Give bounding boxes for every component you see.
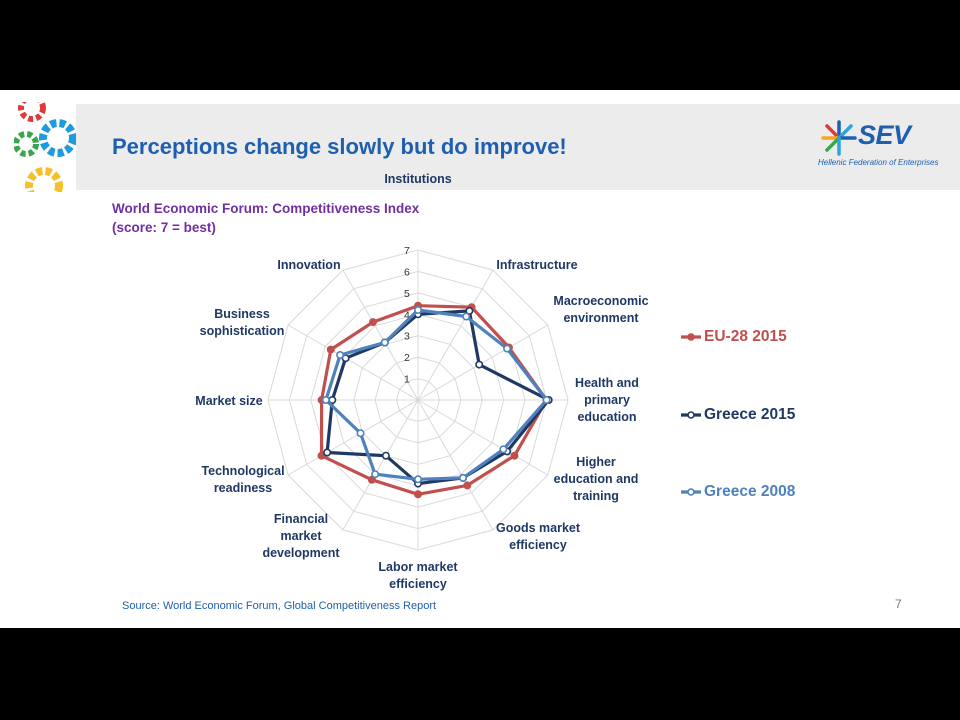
chart-title-line2: (score: 7 = best)	[112, 220, 216, 235]
radar-chart: 1 2 3 4 5 6 7 Institutions Infrastructure Macroec…	[195, 172, 648, 591]
data-point-eu-28-2015	[463, 481, 472, 490]
tick-label: 2	[404, 352, 410, 364]
category-label: education	[577, 410, 636, 424]
data-point-eu-28-2015	[368, 318, 377, 327]
grid-spoke	[417, 399, 494, 531]
category-label: primary	[584, 393, 630, 407]
data-point-eu-28-2015	[317, 451, 326, 460]
category-label: education and	[554, 472, 639, 486]
legend-label: Greece 2015	[704, 406, 796, 423]
tick-label: 4	[404, 309, 410, 321]
data-point-greece-2008	[371, 470, 380, 479]
data-point-greece-2008	[336, 350, 345, 359]
category-label: efficiency	[389, 577, 447, 591]
grid-spoke	[417, 269, 494, 401]
data-point-greece-2008	[380, 338, 389, 347]
category-label: Institutions	[384, 172, 451, 186]
page-number: 7	[895, 597, 902, 611]
chart-title: World Economic Forum: Competitiveness In…	[112, 199, 419, 237]
category-label: readiness	[214, 481, 272, 495]
tick-label: 7	[404, 245, 410, 257]
data-point-greece-2008	[356, 429, 365, 438]
category-label: development	[262, 546, 340, 560]
category-label: Macroeconomic	[553, 294, 648, 308]
legend-item: EU-28 2015	[680, 328, 787, 346]
tick-label: 3	[404, 331, 410, 343]
sev-logo: SEV Hellenic Federation of Enterprises	[818, 120, 948, 172]
legend-swatch	[681, 411, 701, 419]
data-point-greece-2008	[503, 344, 512, 353]
data-point-eu-28-2015	[413, 490, 422, 499]
tick-label: 5	[404, 288, 410, 300]
grid-spoke	[342, 269, 419, 401]
slide: Perceptions change slowly but do improve…	[0, 90, 960, 628]
legend-item: Greece 2015	[680, 406, 795, 424]
category-label: Infrastructure	[496, 258, 577, 272]
category-label: Technological	[201, 464, 284, 478]
category-label: Financial	[274, 512, 328, 526]
category-label: efficiency	[509, 538, 567, 552]
sev-wordmark: SEV	[858, 120, 911, 150]
grid-spoke	[417, 399, 549, 476]
data-point-greece-2015	[323, 448, 332, 457]
category-label: environment	[563, 311, 639, 325]
data-point-greece-2008	[413, 475, 422, 484]
data-point-eu-28-2015	[510, 451, 519, 460]
legend-item: Greece 2008	[680, 483, 795, 501]
data-point-greece-2008	[499, 445, 508, 454]
category-label: Innovation	[277, 258, 340, 272]
source-note: Source: World Economic Forum, Global Com…	[122, 600, 437, 612]
sev-tagline: Hellenic Federation of Enterprises	[818, 158, 939, 167]
category-label: Labor market	[378, 560, 458, 574]
legend-label: EU-28 2015	[704, 328, 787, 345]
sev-star-icon	[821, 120, 857, 156]
data-point-eu-28-2015	[326, 345, 335, 354]
category-label: Business	[214, 307, 270, 321]
gears-logo-icon	[14, 102, 76, 192]
legend-swatch	[681, 488, 701, 496]
data-point-greece-2008	[458, 473, 467, 482]
data-point-greece-2015	[381, 451, 390, 460]
category-label: market	[281, 529, 323, 543]
category-label: Goods market	[496, 521, 581, 535]
grid-spoke	[287, 399, 419, 476]
tick-label: 1	[404, 374, 410, 386]
grid-spoke	[287, 324, 419, 401]
chart-title-line1: World Economic Forum: Competitiveness In…	[112, 201, 420, 216]
data-point-greece-2008	[542, 395, 551, 404]
category-label: Health and	[575, 376, 639, 390]
category-label: sophistication	[200, 324, 285, 338]
grid-spoke	[417, 324, 549, 401]
grid-spoke	[342, 399, 419, 531]
data-point-greece-2008	[321, 395, 330, 404]
slide-title: Perceptions change slowly but do improve…	[112, 134, 567, 159]
data-point-greece-2008	[462, 312, 471, 321]
legend-label: Greece 2008	[704, 483, 796, 500]
legend-swatch	[681, 333, 701, 341]
category-label: Higher	[576, 455, 616, 469]
data-point-greece-2015	[475, 360, 484, 369]
category-label: Market size	[195, 394, 262, 408]
category-label: training	[573, 489, 619, 503]
data-point-greece-2008	[413, 306, 422, 315]
tick-label: 6	[404, 266, 410, 278]
header-band	[76, 104, 960, 190]
